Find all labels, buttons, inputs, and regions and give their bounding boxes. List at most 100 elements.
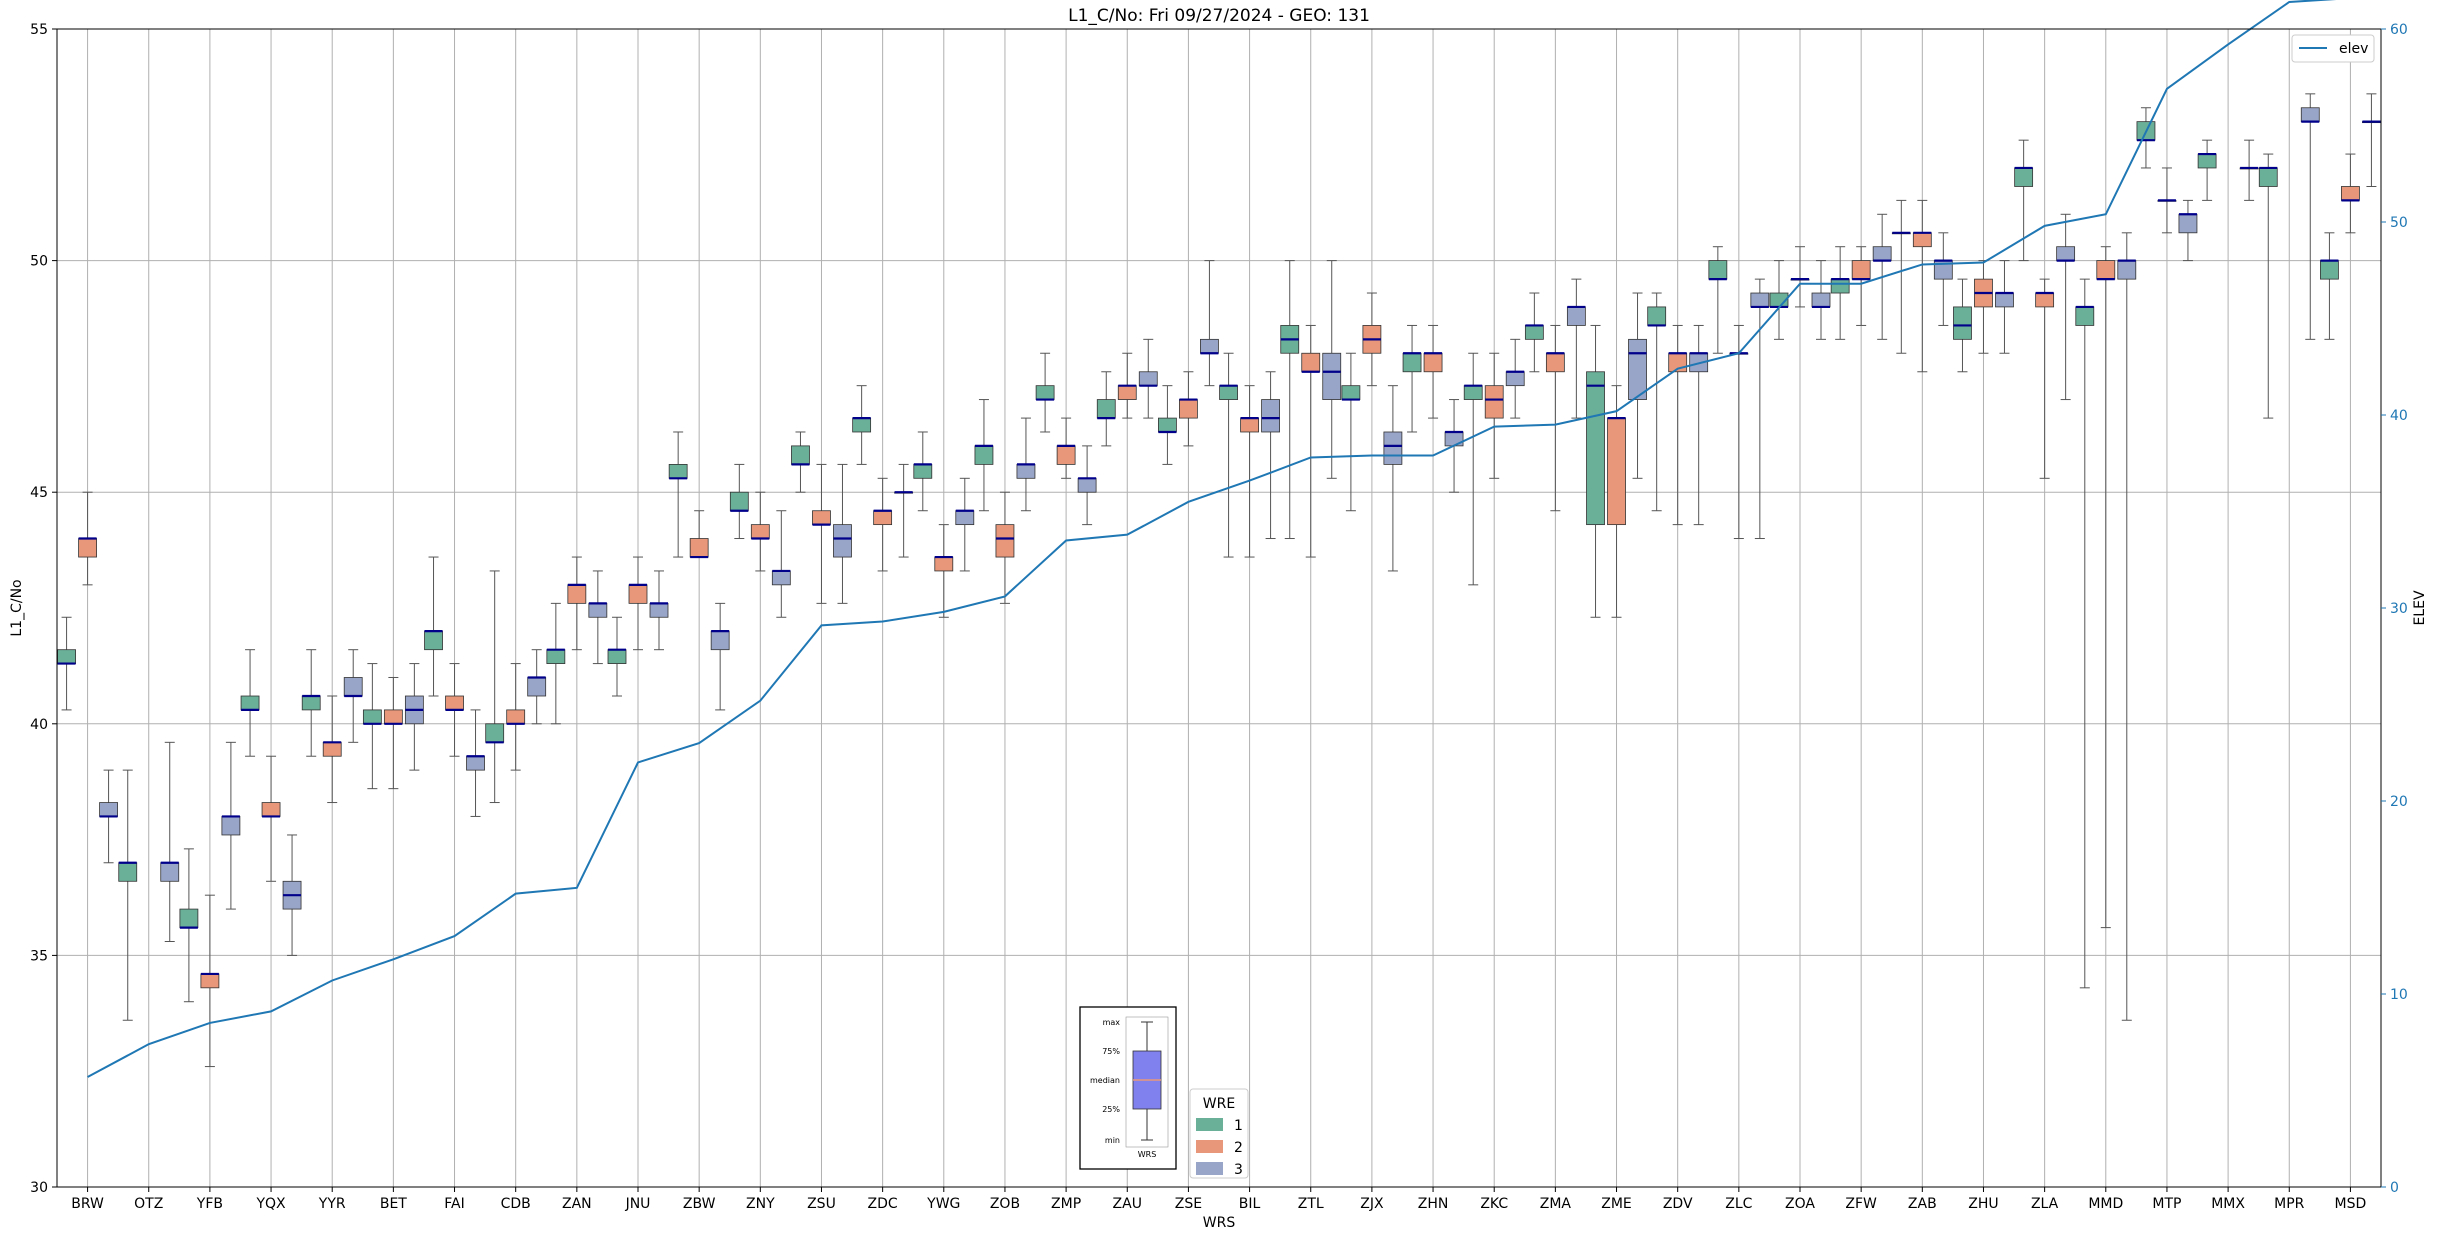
y-right-tick-label: 50 <box>2390 215 2408 231</box>
box-body <box>1179 399 1198 419</box>
box-plot <box>2014 139 2034 262</box>
box-plot <box>771 510 791 618</box>
box-body <box>1077 477 1097 493</box>
box-plot <box>1200 260 1219 387</box>
box-body <box>1056 445 1076 465</box>
box-plot <box>833 463 852 604</box>
box-plot <box>955 477 975 572</box>
box-plot <box>934 524 954 618</box>
x-tick-label: FAI <box>444 1196 464 1212</box>
elev-legend-frame <box>2291 34 2375 63</box>
y-right-tick-label: 40 <box>2390 408 2408 424</box>
box-body <box>301 695 321 711</box>
box-plot <box>812 463 831 604</box>
axes-layer: BRW OTZ YFB YQX YYR BET FAI CDB ZAN JNU ZBW ZNY ZSU Z… <box>30 22 2408 1212</box>
box-body <box>833 524 852 558</box>
box-body <box>1953 306 1972 340</box>
box-plot <box>710 602 730 711</box>
box-body <box>322 741 342 757</box>
wre-legend-swatch <box>1196 1140 1223 1153</box>
box-body <box>1158 417 1177 433</box>
box-plot <box>383 676 403 790</box>
box-body <box>1322 352 1342 400</box>
box-body <box>343 677 363 697</box>
box-plot <box>1647 292 1667 512</box>
box-body <box>506 709 526 725</box>
box-body <box>649 602 669 618</box>
box-plot <box>1056 417 1076 479</box>
box-plot <box>689 510 709 559</box>
x-tick-label: ZSU <box>807 1196 836 1212</box>
box-body <box>1505 371 1525 387</box>
box-plot <box>1851 246 1871 326</box>
x-tick-label: MTP <box>2152 1196 2181 1212</box>
box-plot <box>1117 352 1137 419</box>
wre-legend: WRE 1 2 3 <box>1189 1088 1249 1179</box>
box-body <box>2075 306 2095 326</box>
box-body <box>1444 431 1464 447</box>
x-tick-label: BIL <box>1239 1196 1261 1212</box>
elev-legend-label: elev <box>2339 41 2368 57</box>
box-plot <box>1261 371 1280 540</box>
box-key-label: median <box>1090 1076 1120 1085</box>
y-right-tick-label: 60 <box>2390 22 2408 38</box>
box-body <box>1219 385 1238 400</box>
box-body <box>2197 153 2217 169</box>
box-body <box>1261 399 1280 433</box>
box-body <box>588 602 608 618</box>
box-body <box>2178 213 2198 234</box>
box-body <box>179 908 199 929</box>
box-body <box>873 510 893 526</box>
x-tick-label: YYR <box>318 1196 346 1212</box>
box-plot <box>1872 213 1892 340</box>
box-body <box>1607 417 1626 526</box>
x-tick-label: ZLC <box>1725 1196 1752 1212</box>
chart-title: L1_C/No: Fri 09/27/2024 - GEO: 131 <box>1068 6 1370 26</box>
box-body <box>2258 167 2278 187</box>
x-tick-label: OTZ <box>134 1196 163 1212</box>
box-body <box>1628 338 1647 400</box>
box-body <box>160 862 180 882</box>
box-plot <box>1016 417 1036 512</box>
x-tick-label: ZJX <box>1360 1196 1384 1212</box>
box-plot <box>445 663 464 757</box>
box-plot <box>261 755 281 882</box>
wre-legend-frame <box>1189 1088 1249 1179</box>
box-body <box>1383 431 1403 465</box>
x-tick-label: MMX <box>2211 1196 2245 1212</box>
box-body <box>934 556 954 572</box>
x-tick-label: ZOA <box>1785 1196 1815 1212</box>
elev-legend: elev <box>2291 34 2375 63</box>
box-plot <box>1240 385 1259 558</box>
box-plot <box>750 491 770 572</box>
box-body <box>2096 260 2116 280</box>
box-plot <box>668 431 688 558</box>
box-plot <box>1628 292 1647 479</box>
box-plot <box>607 616 627 697</box>
box-plot <box>1586 324 1605 618</box>
box-body <box>1811 292 1831 308</box>
box-plot <box>1505 338 1525 419</box>
box-key-label: max <box>1103 1018 1121 1027</box>
box-plot <box>118 769 138 1021</box>
box-body <box>852 417 872 433</box>
box-plot <box>1280 260 1300 540</box>
x-tick-label: ZAU <box>1113 1196 1142 1212</box>
box-body <box>2035 292 2055 308</box>
y-tick-label: 40 <box>30 717 48 733</box>
box-plot <box>2056 213 2076 401</box>
box-plot <box>404 663 424 771</box>
box-plot <box>179 848 199 1003</box>
box-body <box>362 709 382 725</box>
box-body <box>1524 325 1544 340</box>
box-body <box>99 802 118 817</box>
box-body <box>1117 385 1137 400</box>
box-plot <box>546 602 566 725</box>
y-tick-label: 45 <box>30 485 48 501</box>
x-tick-label: ZMA <box>1540 1196 1572 1212</box>
x-tick-label: ZME <box>1601 1196 1632 1212</box>
box-plot <box>200 894 220 1068</box>
box-plot <box>1891 199 1911 354</box>
box-body <box>485 723 505 743</box>
